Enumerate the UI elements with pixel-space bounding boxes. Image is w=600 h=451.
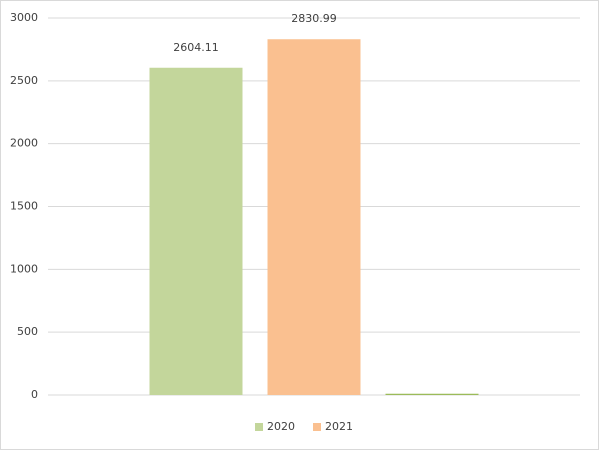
data-label: 2604.11 xyxy=(173,41,219,54)
y-tick-label: 1000 xyxy=(10,262,38,275)
y-tick-label: 3000 xyxy=(10,11,38,24)
y-tick-label: 1500 xyxy=(10,200,38,213)
data-label: 2830.99 xyxy=(291,12,337,25)
bar xyxy=(149,67,243,395)
y-tick-label: 2500 xyxy=(10,74,38,87)
bar xyxy=(385,393,479,395)
legend-label: 2020 xyxy=(267,420,295,433)
y-tick-label: 500 xyxy=(17,325,38,338)
bar xyxy=(267,39,361,395)
y-tick-label: 0 xyxy=(31,388,38,401)
legend-swatch xyxy=(313,423,321,431)
legend-label: 2021 xyxy=(325,420,353,433)
legend-swatch xyxy=(255,423,263,431)
y-tick-label: 2000 xyxy=(10,137,38,150)
